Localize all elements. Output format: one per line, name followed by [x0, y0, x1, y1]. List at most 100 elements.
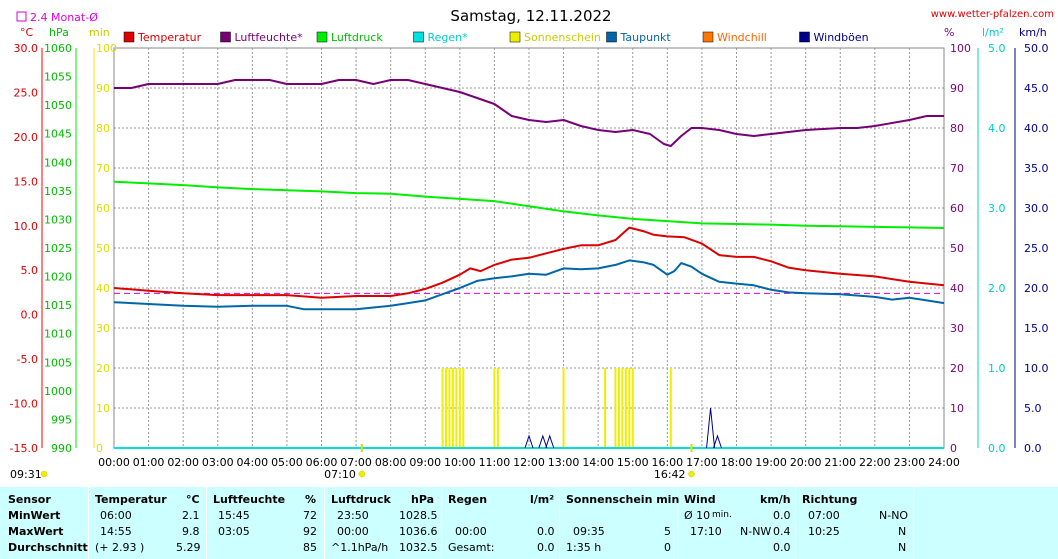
hpa-tick: 1030	[44, 213, 72, 226]
min-tick: 90	[96, 82, 110, 95]
legend-swatch	[220, 31, 231, 43]
min-tick: 20	[96, 362, 110, 375]
temperature-line	[113, 226, 945, 299]
rain-avg-val: 0.0	[537, 541, 555, 554]
hpa-tick: 1055	[44, 71, 72, 84]
hdr-wind: Wind	[684, 493, 716, 506]
corner-sun-icon	[40, 470, 48, 478]
kmh-tick: 10.0	[1024, 362, 1049, 375]
sunrise-icon	[358, 470, 366, 478]
sunshine-bar	[496, 368, 499, 448]
legend-swatch	[123, 31, 135, 43]
kmh-tick: 40.0	[1024, 122, 1049, 135]
dir-max-time: 10:25	[808, 525, 840, 538]
min-tick: 60	[96, 202, 110, 215]
press-max-val: 1036.6	[399, 525, 438, 538]
time-tick: 10:00	[444, 456, 476, 469]
hum-max-val: 92	[303, 525, 317, 538]
gust-spike	[524, 434, 534, 449]
gust-spike	[706, 407, 716, 449]
temp-max-time: 14:55	[100, 525, 132, 538]
time-tick: 22:00	[859, 456, 891, 469]
temp-tick: 30.0	[14, 42, 39, 55]
unit-percent: %	[944, 26, 954, 39]
gust-spike	[545, 434, 555, 449]
pct-tick: 40	[950, 282, 964, 295]
time-tick: 04:00	[236, 456, 268, 469]
hum-min-val: 72	[303, 509, 317, 522]
month-avg-box	[16, 11, 27, 22]
sunshine-bar	[624, 368, 627, 448]
temp-tick: -5.0	[17, 353, 38, 366]
pct-tick: 30	[950, 322, 964, 335]
pct-tick: 20	[950, 362, 964, 375]
time-tick: 09:00	[409, 456, 441, 469]
pressure-line	[113, 180, 945, 229]
temp-avg-note: (+ 2.93 )	[95, 541, 145, 554]
legend-swatch	[413, 31, 424, 43]
kmh-tick: 25.0	[1024, 242, 1049, 255]
humidity-line	[114, 79, 944, 147]
time-tick: 11:00	[479, 456, 511, 469]
time-tick: 20:00	[790, 456, 822, 469]
kmh-tick: 20.0	[1024, 282, 1049, 295]
time-tick: 08:00	[375, 456, 407, 469]
legend-label: Windchill	[717, 31, 767, 44]
time-tick: 16:00	[651, 456, 683, 469]
temp-min-time: 06:00	[100, 509, 132, 522]
sun-markers: 07:10 16:42	[40, 444, 695, 481]
kmh-tick: 50.0	[1024, 42, 1049, 55]
time-tick: 21:00	[824, 456, 856, 469]
legend-swatch	[606, 31, 617, 43]
unit-lm2: l/m²	[982, 26, 1004, 39]
hpa-tick: 990	[51, 442, 72, 455]
time-tick: 00:00	[98, 456, 130, 469]
press-max-time: 00:00	[337, 525, 369, 538]
rain-tick: 4.0	[988, 122, 1006, 135]
dir-avg-val: N	[898, 541, 907, 554]
unit-min: min	[89, 26, 110, 39]
sunrise-time: 07:10	[324, 468, 356, 481]
legend-label: Luftdruck	[331, 31, 383, 44]
sunshine-bar	[448, 368, 451, 448]
min-tick: 70	[96, 162, 110, 175]
sunshine-bar	[604, 368, 607, 448]
sunshine-bar	[445, 368, 447, 448]
time-tick: 07:00	[340, 456, 372, 469]
site-link[interactable]: www.wetter-pfalzen.com	[931, 9, 1054, 20]
row-label-max: MaxWert	[8, 525, 64, 538]
kmh-tick: 30.0	[1024, 202, 1049, 215]
hpa-tick: 1000	[44, 385, 72, 398]
hpa-tick: 1005	[44, 356, 72, 369]
temp-tick: 10.0	[14, 220, 39, 233]
row-label-min: MinWert	[8, 509, 61, 522]
sunshine-bar	[631, 368, 634, 448]
kmh-tick: 45.0	[1024, 82, 1049, 95]
row-label-avg: Durchschnitt	[8, 541, 88, 554]
kmh-tick: 15.0	[1024, 322, 1049, 335]
time-tick: 05:00	[271, 456, 303, 469]
pct-tick: 0	[950, 442, 957, 455]
hdr-temp: Temperatur	[95, 493, 167, 506]
hum-min-time: 15:45	[218, 509, 250, 522]
sunshine-bar	[493, 368, 496, 448]
min-tick: 80	[96, 122, 110, 135]
pct-tick: 10	[950, 402, 964, 415]
hdr-hum-unit: %	[305, 493, 317, 506]
legend-label: Temperatur	[137, 31, 202, 44]
hpa-tick: 1040	[44, 156, 72, 169]
unit-hpa: hPa	[49, 26, 69, 39]
time-tick: 15:00	[617, 456, 649, 469]
time-tick: 19:00	[755, 456, 787, 469]
dir-max-val: N	[898, 525, 907, 538]
time-tick: 23:00	[894, 456, 926, 469]
press-min-val: 1028.5	[399, 509, 438, 522]
legend-label: Taupunkt	[620, 31, 672, 44]
sunshine-bar	[458, 368, 461, 448]
rain-tick: 0.0	[988, 442, 1006, 455]
temp-tick: -15.0	[10, 442, 38, 455]
pct-tick: 70	[950, 162, 964, 175]
sunshine-bars	[441, 368, 672, 448]
sunshine-bar	[617, 368, 620, 448]
hdr-temp-unit: °C	[186, 493, 200, 506]
